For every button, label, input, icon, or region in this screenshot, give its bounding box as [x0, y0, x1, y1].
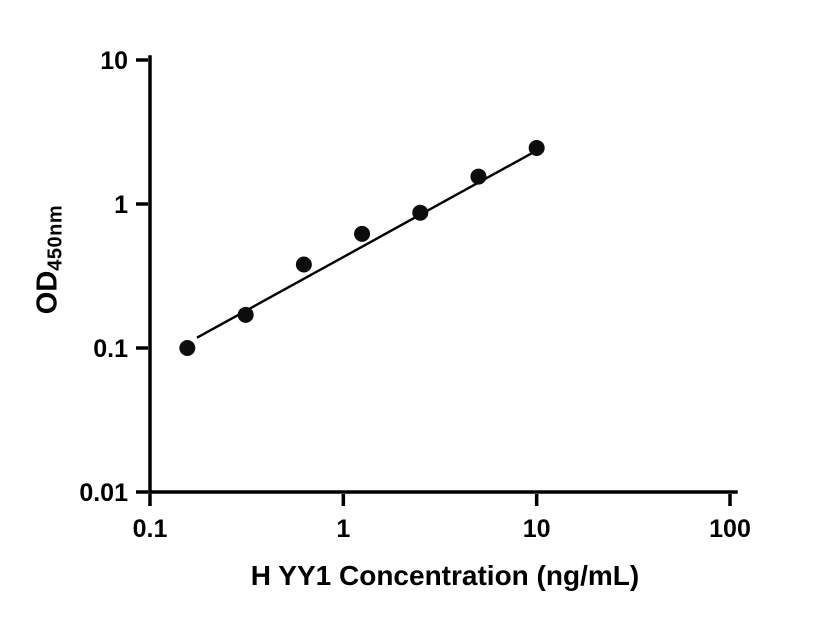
data-point-marker: [295, 256, 312, 273]
x-tick-label: 10: [523, 515, 551, 543]
y-tick-label: 10: [100, 47, 128, 75]
y-tick-label: 0.1: [93, 335, 128, 363]
data-point-marker: [528, 139, 545, 156]
data-point-marker: [354, 225, 371, 242]
data-point-marker: [470, 168, 487, 185]
data-point-marker: [179, 340, 196, 356]
data-point-marker: [412, 204, 429, 221]
y-axis-title-subscript: 450nm: [44, 204, 67, 271]
y-tick-label: 0.01: [79, 479, 128, 507]
data-point-marker: [237, 306, 254, 323]
y-tick-label: 1: [114, 191, 128, 219]
x-tick-label: 0.1: [133, 515, 168, 543]
y-axis-title-main: OD: [31, 270, 64, 315]
x-tick-label: 1: [336, 515, 350, 543]
x-axis-title: H YY1 Concentration (ng/mL): [250, 560, 640, 591]
y-axis-title: OD450nm: [31, 150, 67, 370]
x-tick-label: 100: [709, 515, 751, 543]
